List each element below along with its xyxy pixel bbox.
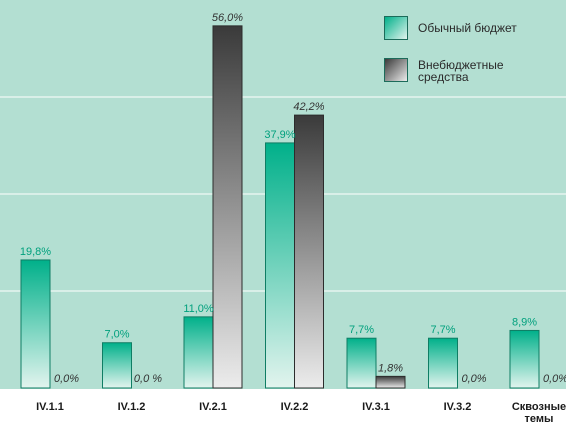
value-labels: 19,8% 0,0% 7,0% 0,0 % 11,0% 56,0% 37,9% 42,2% 7,… xyxy=(20,12,566,385)
bar-regular-budget-3 xyxy=(183,316,214,389)
value-label-extrabudgetary-7: 0,0% xyxy=(543,373,566,385)
value-label-regular-budget-1: 19,8% xyxy=(20,246,51,258)
bar-regular-budget-7 xyxy=(509,329,540,389)
legend-swatch-green xyxy=(384,16,408,40)
value-label-regular-budget-3: 11,0% xyxy=(183,303,214,315)
bar-extrabudgetary-5 xyxy=(375,375,406,389)
x-tick-label-7-line-2: темы xyxy=(525,413,554,425)
legend-item-extrabudgetary: Внебюджетные средства xyxy=(384,58,538,83)
x-tick-label-5: IV.3.1 xyxy=(362,401,390,413)
bar-extrabudgetary-4 xyxy=(294,114,324,389)
value-label-regular-budget-5: 7,7% xyxy=(349,324,374,336)
value-label-extrabudgetary-2: 0,0 % xyxy=(134,373,162,385)
legend: Обычный бюджет Внебюджетные средства xyxy=(384,14,564,94)
legend-label: Внебюджетные средства xyxy=(418,58,504,84)
value-label-extrabudgetary-4: 42,2% xyxy=(293,101,324,113)
x-tick-label-7-line-1: Сквозные xyxy=(512,401,566,413)
legend-label: Обычный бюджет xyxy=(418,21,517,35)
x-tick-label-2: IV.1.2 xyxy=(118,401,146,413)
value-label-regular-budget-7: 8,9% xyxy=(512,316,537,328)
bar-regular-budget-1 xyxy=(20,259,51,389)
bar-regular-budget-4 xyxy=(265,142,295,389)
x-tick-label-3: IV.2.1 xyxy=(199,401,227,413)
x-tick-label-4: IV.2.2 xyxy=(281,401,309,413)
value-label-regular-budget-4: 37,9% xyxy=(264,129,295,141)
value-label-extrabudgetary-6: 0,0% xyxy=(461,373,486,385)
legend-item-regular-budget: Обычный бюджет xyxy=(384,16,538,40)
bar-regular-budget-6 xyxy=(428,337,458,389)
x-axis-labels: IV.1.1 IV.1.2 IV.2.1 IV.2.2 IV.3.1 IV.3.2 Скво… xyxy=(36,401,566,425)
bar-regular-budget-2 xyxy=(102,342,132,389)
x-tick-label-1: IV.1.1 xyxy=(36,401,64,413)
value-label-extrabudgetary-3: 56,0% xyxy=(212,12,243,24)
legend-swatch-gray xyxy=(384,58,408,82)
bar-regular-budget-5 xyxy=(346,337,377,389)
value-label-regular-budget-6: 7,7% xyxy=(430,324,455,336)
value-label-regular-budget-2: 7,0% xyxy=(104,329,129,341)
bar-extrabudgetary-3 xyxy=(212,25,243,389)
value-label-extrabudgetary-5: 1,8% xyxy=(378,362,403,374)
value-label-extrabudgetary-1: 0,0% xyxy=(54,373,79,385)
x-tick-label-6: IV.3.2 xyxy=(444,401,472,413)
bars xyxy=(20,25,540,389)
